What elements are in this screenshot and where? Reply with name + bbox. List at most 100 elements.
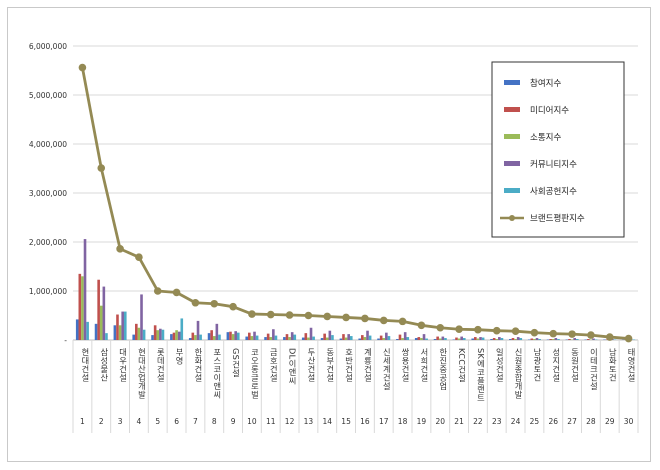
bar-소통지수-10: [250, 336, 254, 340]
bar-미디어지수-2: [97, 279, 100, 340]
x-tick-label: 코오롱글로벌: [250, 348, 260, 399]
point-브랜드평판지수-27: [568, 330, 576, 338]
x-tick-label: 일성건설: [495, 348, 505, 382]
legend-swatch-미디어지수: [504, 107, 520, 112]
x-tick-label: 신원종합개발: [514, 348, 524, 399]
bar-커뮤니티지수-28: [592, 338, 595, 340]
point-브랜드평판지수-24: [511, 327, 520, 335]
x-index-label: 22: [473, 417, 483, 426]
bar-사회공헌지수-18: [406, 337, 410, 340]
point-브랜드평판지수-15: [342, 313, 350, 322]
point-브랜드평판지수-5: [153, 287, 162, 295]
x-tick-label: 금호건설: [269, 348, 279, 382]
x-index-label: 1: [80, 417, 85, 426]
point-브랜드평판지수-6: [172, 288, 181, 297]
bar-커뮤니티지수-13: [309, 327, 313, 340]
x-index-label: 3: [118, 417, 123, 426]
bar-사회공헌지수-20: [444, 338, 447, 340]
bar-커뮤니티지수-17: [385, 332, 388, 340]
bar-사회공헌지수-13: [312, 336, 315, 340]
bar-사회공헌지수-8: [218, 334, 221, 340]
bar-사회공헌지수-12: [293, 334, 297, 340]
y-tick-label: -: [64, 336, 67, 345]
point-브랜드평판지수-8: [210, 299, 219, 308]
x-index-label: 7: [193, 417, 198, 426]
bar-참여지수-10: [245, 336, 249, 340]
bar-커뮤니티지수-22: [479, 337, 482, 340]
bar-사회공헌지수-21: [462, 338, 466, 340]
bar-미디어지수-1: [78, 273, 82, 340]
bar-커뮤니티지수-20: [441, 336, 445, 340]
bar-미디어지수-3: [116, 314, 119, 340]
bar-소통지수-22: [476, 338, 480, 340]
bar-참여지수-5: [151, 335, 154, 340]
bar-커뮤니티지수-9: [234, 331, 237, 340]
point-브랜드평판지수-3: [116, 245, 124, 253]
x-index-label: 6: [174, 417, 179, 426]
y-tick-label: 1,000,000: [29, 287, 67, 296]
bar-사회공헌지수-22: [481, 337, 485, 340]
x-index-label: 18: [398, 417, 408, 426]
bar-커뮤니티지수-5: [159, 328, 162, 340]
bar-참여지수-16: [358, 338, 362, 340]
x-tick-label: 부영: [175, 348, 185, 365]
point-브랜드평판지수-13: [304, 311, 313, 320]
bar-소통지수-7: [194, 335, 197, 340]
bar-커뮤니티지수-25: [535, 338, 539, 340]
chart-frame: - 1,000,000 2,000,000 3,000,000 4,000,000 5,0…: [7, 7, 651, 462]
bar-소통지수-24: [514, 339, 517, 340]
legend-swatch-소통지수: [504, 134, 520, 139]
point-브랜드평판지수-30: [624, 334, 633, 343]
x-tick-label: 이테크건설: [589, 347, 599, 390]
bar-커뮤니티지수-16: [366, 330, 369, 340]
bar-참여지수-7: [188, 338, 192, 340]
bar-미디어지수-28: [587, 339, 590, 340]
legend-marker-브랜드평판지수: [509, 215, 515, 221]
x-tick-label: 태영건설: [627, 348, 637, 382]
point-브랜드평판지수-11: [266, 310, 275, 319]
bar-사회공헌지수-16: [368, 335, 372, 340]
legend-label: 참여지수: [530, 78, 561, 89]
x-tick-label: 계룡건설: [363, 347, 373, 382]
bar-사회공헌지수-17: [387, 336, 391, 340]
x-index-label: 17: [379, 417, 389, 426]
bar-커뮤니티지수-7: [196, 320, 200, 340]
y-tick-label: 4,000,000: [29, 140, 67, 149]
bar-사회공헌지수-23: [500, 338, 504, 340]
bar-미디어지수-10: [248, 332, 251, 340]
bar-미디어지수-11: [266, 333, 270, 340]
x-tick-label: DL이앤씨: [288, 348, 298, 385]
bar-커뮤니티지수-21: [460, 336, 463, 340]
bar-소통지수-16: [363, 337, 367, 340]
x-tick-label: 두산건설: [306, 348, 316, 382]
x-tick-label: 호반건설: [344, 348, 354, 382]
bar-커뮤니티지수-3: [121, 311, 124, 340]
bar-미디어지수-17: [379, 335, 383, 340]
bar-사회공헌지수-6: [180, 318, 184, 340]
bar-커뮤니티지수-1: [83, 239, 87, 340]
x-tick-label: 한진중공업: [438, 348, 448, 391]
bar-사회공헌지수-5: [161, 329, 165, 340]
point-브랜드평판지수-7: [191, 298, 200, 307]
x-index-label: 4: [137, 417, 142, 426]
bar-참여지수-23: [490, 339, 493, 340]
bar-소통지수-18: [401, 338, 404, 340]
bar-소통지수-17: [382, 338, 386, 340]
x-tick-label: 남화토건: [608, 348, 618, 382]
bar-소통지수-15: [344, 337, 348, 340]
bar-소통지수-8: [212, 336, 216, 340]
bar-커뮤니티지수-12: [290, 332, 294, 340]
bar-참여지수-17: [377, 338, 380, 340]
bar-미디어지수-21: [455, 337, 458, 340]
x-index-label: 28: [586, 417, 596, 426]
bar-미디어지수-13: [304, 333, 308, 340]
bar-참여지수-11: [264, 337, 267, 340]
bar-미디어지수-4: [135, 323, 138, 340]
point-브랜드평판지수-20: [436, 323, 445, 332]
bar-미디어지수-19: [417, 337, 421, 340]
x-index-label: 30: [624, 417, 634, 426]
bar-사회공헌지수-10: [255, 335, 259, 340]
x-tick-label: SK에코플랜트: [476, 348, 486, 402]
x-tick-label: 동부건설: [325, 348, 335, 382]
bar-사회공헌지수-19: [425, 338, 428, 340]
